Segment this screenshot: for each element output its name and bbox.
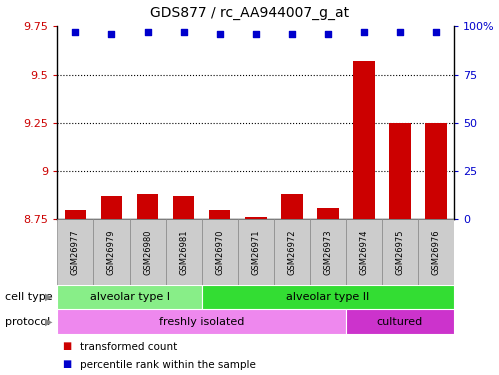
Bar (166, 219, 202, 285)
Text: ■: ■ (62, 342, 72, 351)
Bar (93, 219, 130, 285)
Bar (418, 219, 454, 285)
Bar (137, 194, 158, 219)
Point (251, 31, 259, 37)
Text: protocol: protocol (5, 316, 50, 327)
Bar (209, 210, 231, 219)
Bar (101, 196, 122, 219)
Text: GSM26971: GSM26971 (251, 230, 260, 275)
Point (360, 29, 368, 35)
Bar (57, 285, 202, 309)
Bar (130, 219, 166, 285)
Bar (64, 210, 86, 219)
Bar (389, 123, 411, 219)
Point (396, 29, 404, 35)
Text: cultured: cultured (377, 316, 423, 327)
Text: alveolar type I: alveolar type I (89, 292, 170, 302)
Text: GSM26980: GSM26980 (143, 230, 152, 275)
Bar (57, 309, 346, 334)
Point (432, 29, 440, 35)
Text: ■: ■ (62, 360, 72, 369)
Text: cell type: cell type (5, 292, 52, 302)
Bar (202, 219, 238, 285)
Bar (353, 61, 375, 219)
Bar (382, 219, 418, 285)
Bar (202, 285, 454, 309)
Bar (310, 219, 346, 285)
Bar (317, 208, 339, 219)
Bar (173, 196, 195, 219)
Bar (245, 217, 266, 219)
Text: GSM26970: GSM26970 (215, 230, 224, 275)
Text: freshly isolated: freshly isolated (159, 316, 245, 327)
Text: GSM26974: GSM26974 (359, 230, 368, 275)
Bar (274, 219, 310, 285)
Point (216, 31, 224, 37)
Text: percentile rank within the sample: percentile rank within the sample (80, 360, 255, 369)
Bar (57, 219, 93, 285)
Bar (346, 219, 382, 285)
Text: GSM26973: GSM26973 (323, 230, 332, 275)
Text: ▶: ▶ (45, 292, 52, 302)
Bar (238, 219, 274, 285)
Text: GSM26972: GSM26972 (287, 230, 296, 275)
Text: GSM26979: GSM26979 (107, 230, 116, 275)
Bar (281, 194, 302, 219)
Bar (346, 309, 454, 334)
Point (288, 31, 296, 37)
Text: ▶: ▶ (45, 316, 52, 327)
Text: transformed count: transformed count (80, 342, 177, 351)
Point (144, 29, 152, 35)
Point (180, 29, 188, 35)
Text: GSM26975: GSM26975 (396, 230, 405, 275)
Point (324, 31, 332, 37)
Point (107, 31, 115, 37)
Point (71, 29, 79, 35)
Text: alveolar type II: alveolar type II (286, 292, 369, 302)
Text: GSM26977: GSM26977 (71, 230, 80, 275)
Text: GSM26981: GSM26981 (179, 230, 188, 275)
Text: GDS877 / rc_AA944007_g_at: GDS877 / rc_AA944007_g_at (150, 6, 349, 20)
Bar (425, 123, 447, 219)
Text: GSM26976: GSM26976 (432, 230, 441, 275)
